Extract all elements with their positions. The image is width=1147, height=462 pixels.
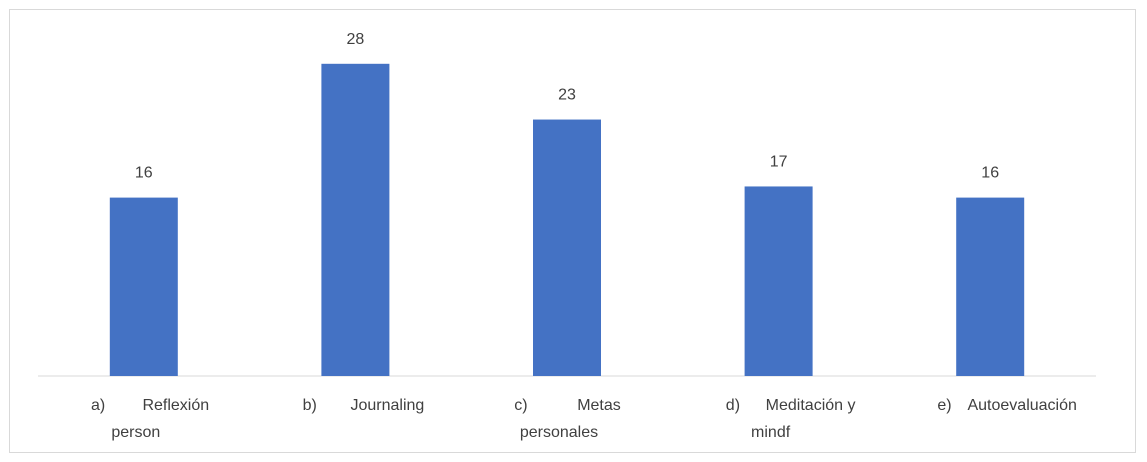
- tick-label: Reflexión: [142, 397, 209, 414]
- tick-label: person: [111, 424, 160, 441]
- data-label: 28: [347, 31, 365, 48]
- data-label: 23: [558, 87, 576, 104]
- tick-label: Meditación y: [766, 397, 856, 414]
- tick-label: Journaling: [350, 397, 424, 414]
- data-label: 16: [981, 165, 999, 182]
- tick-label-marker: d): [726, 397, 740, 414]
- bar: [321, 63, 390, 377]
- tick-label: Autoevaluación: [967, 397, 1076, 414]
- tick-label-marker: c): [514, 397, 527, 414]
- data-label: 17: [770, 153, 788, 170]
- tick-label-marker: e): [937, 397, 951, 414]
- tick-label: mindf: [751, 424, 791, 441]
- tick-label: personales: [520, 424, 598, 441]
- tick-label: Metas: [577, 397, 621, 414]
- bar: [956, 197, 1025, 376]
- tick-label-marker: b): [303, 397, 317, 414]
- data-label: 16: [135, 165, 153, 182]
- bar: [533, 119, 601, 377]
- bar: [109, 197, 178, 376]
- bar: [744, 186, 813, 376]
- tick-label-marker: a): [91, 397, 105, 414]
